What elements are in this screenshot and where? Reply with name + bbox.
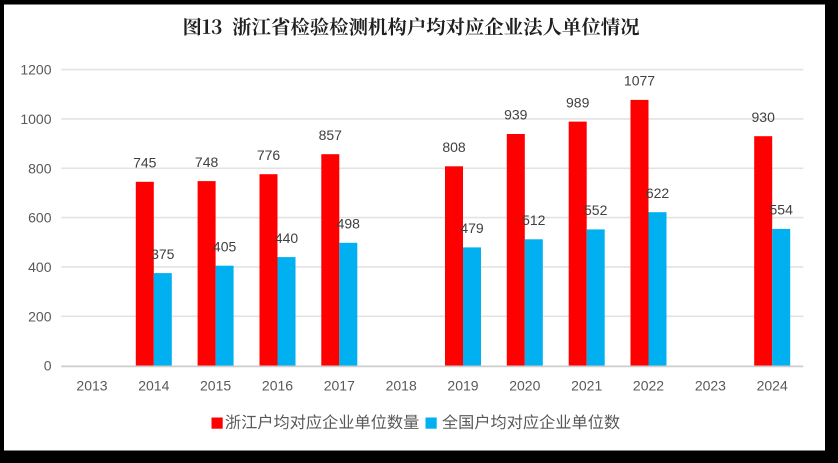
svg-text:2024: 2024 <box>757 378 788 394</box>
svg-text:2015: 2015 <box>200 378 231 394</box>
svg-text:2018: 2018 <box>386 378 417 394</box>
svg-text:2020: 2020 <box>509 378 540 394</box>
svg-text:554: 554 <box>770 202 794 218</box>
svg-text:0: 0 <box>44 358 52 374</box>
svg-text:2014: 2014 <box>138 378 169 394</box>
svg-text:375: 375 <box>151 246 175 262</box>
svg-text:512: 512 <box>522 212 546 228</box>
svg-text:800: 800 <box>28 160 52 176</box>
svg-text:1000: 1000 <box>20 111 51 127</box>
svg-text:479: 479 <box>460 220 484 236</box>
svg-text:498: 498 <box>337 216 361 232</box>
svg-text:2017: 2017 <box>324 378 355 394</box>
svg-text:745: 745 <box>133 155 157 171</box>
svg-text:400: 400 <box>28 259 52 275</box>
svg-text:622: 622 <box>646 185 670 201</box>
svg-text:939: 939 <box>504 107 528 123</box>
svg-text:405: 405 <box>213 238 237 254</box>
svg-text:2023: 2023 <box>695 378 726 394</box>
svg-text:1200: 1200 <box>20 62 51 78</box>
svg-text:2021: 2021 <box>571 378 602 394</box>
svg-text:776: 776 <box>257 147 281 163</box>
svg-text:930: 930 <box>752 109 776 125</box>
svg-text:989: 989 <box>566 94 590 110</box>
svg-text:2016: 2016 <box>262 378 293 394</box>
svg-text:857: 857 <box>319 127 343 143</box>
svg-text:2013: 2013 <box>76 378 107 394</box>
svg-text:1077: 1077 <box>624 73 655 89</box>
svg-text:440: 440 <box>275 230 299 246</box>
svg-text:200: 200 <box>28 308 52 324</box>
svg-text:600: 600 <box>28 210 52 226</box>
svg-text:552: 552 <box>584 202 608 218</box>
svg-text:2019: 2019 <box>447 378 478 394</box>
svg-text:2022: 2022 <box>633 378 664 394</box>
svg-text:748: 748 <box>195 154 219 170</box>
svg-text:808: 808 <box>442 139 466 155</box>
